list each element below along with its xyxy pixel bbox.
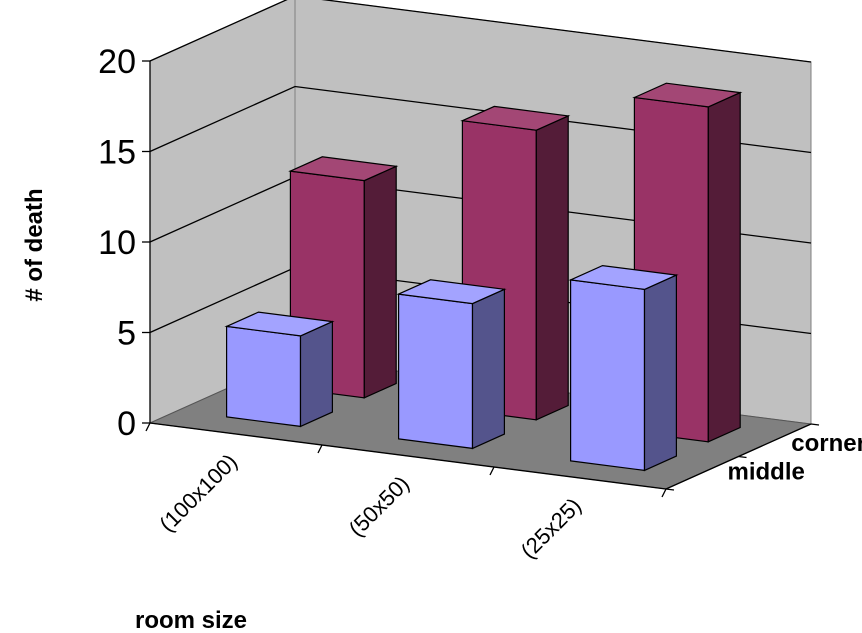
bar-side-face: [471, 288, 505, 450]
bar-side-face: [535, 114, 569, 421]
bar-top-face: [288, 156, 399, 182]
bar-side-face: [363, 165, 397, 399]
bar-front-face: [398, 293, 474, 450]
depth-tick: [810, 423, 820, 426]
x-axis-title: room size: [135, 607, 247, 633]
depth-tick: [738, 455, 747, 459]
x-tick: [489, 466, 495, 476]
bar-top-face: [568, 264, 679, 291]
bar-top-face: [460, 105, 571, 131]
bar-middle-2: [568, 264, 679, 472]
bar-top-face: [396, 279, 507, 305]
series-label-middle: middle: [728, 459, 805, 486]
x-category-label: (25x25): [516, 493, 586, 563]
series-label-corner: corner: [791, 430, 862, 457]
gridline: [149, 0, 812, 63]
bar-side-face: [299, 320, 333, 428]
y-tick-label: 0: [117, 405, 136, 443]
bars: [224, 82, 743, 472]
depth-tick: [665, 488, 675, 491]
x-tick: [145, 422, 151, 432]
axes: [142, 60, 820, 498]
x-tick: [661, 488, 667, 498]
bar-top-face: [632, 82, 743, 108]
y-tick-label: 10: [98, 224, 136, 262]
x-tick: [317, 444, 323, 454]
bar-front-face: [226, 325, 302, 428]
y-tick-label: 15: [98, 134, 136, 172]
bar-middle-1: [396, 279, 507, 450]
y-tick-label: 20: [98, 43, 136, 81]
bar-middle-0: [224, 311, 335, 428]
y-axis-title: # of death: [21, 188, 48, 301]
bar-front-face: [569, 279, 646, 472]
x-category-label: (50x50): [344, 471, 414, 541]
x-axis-line: [149, 422, 667, 490]
bar-top-face: [224, 311, 335, 337]
y-tick-label: 5: [117, 315, 136, 353]
x-category-label: (100x100): [154, 449, 242, 537]
bar-side-face: [643, 274, 678, 472]
bar-side-face: [707, 91, 741, 443]
